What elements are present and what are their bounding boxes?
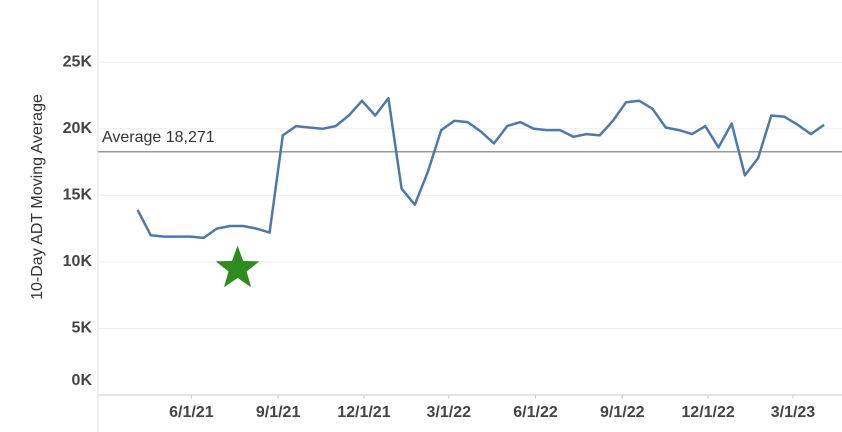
y-tick-label: 10K xyxy=(63,253,93,270)
data-line xyxy=(136,96,825,240)
x-tick-label: 6/1/22 xyxy=(513,404,558,421)
x-tick-label: 3/1/23 xyxy=(771,404,816,421)
x-tick-label: 9/1/22 xyxy=(600,404,645,421)
y-tick-label: 20K xyxy=(63,120,93,137)
y-tick-label: 15K xyxy=(63,187,93,204)
reference-label: Average 18,271 xyxy=(102,129,215,146)
star-marker xyxy=(215,245,260,288)
y-axis-title: 10-Day ADT Moving Average xyxy=(29,94,46,300)
y-tick-label: 25K xyxy=(63,53,93,70)
y-tick-label: 0K xyxy=(72,372,93,389)
x-tick-label: 12/1/21 xyxy=(337,404,390,421)
x-tick-label: 9/1/21 xyxy=(256,404,301,421)
x-tick-label: 3/1/22 xyxy=(427,404,472,421)
x-tick-label: 6/1/21 xyxy=(169,404,214,421)
y-tick-label: 5K xyxy=(72,320,93,337)
x-tick-label: 12/1/22 xyxy=(681,404,734,421)
